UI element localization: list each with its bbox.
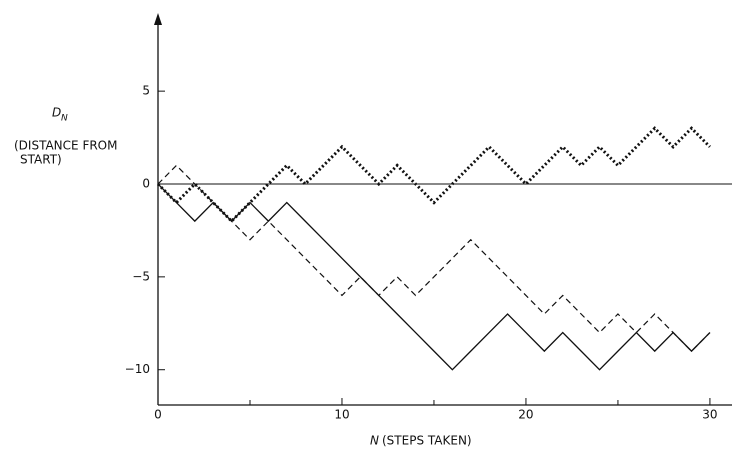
walk-line: [156, 126, 711, 224]
y-tick-label: −5: [132, 269, 150, 283]
y-tick-label: 5: [142, 84, 150, 98]
y-label: (DISTANCE FROM: [14, 139, 117, 153]
y-axis-arrow: [154, 13, 162, 25]
y-label: START): [20, 153, 62, 167]
y-tick-label: 0: [142, 177, 150, 191]
walk-line: [157, 164, 711, 352]
x-tick-label: 10: [334, 408, 349, 422]
y-label-subscript: N: [61, 114, 68, 124]
x-label-symbol: N: [370, 434, 379, 448]
x-tick-label: 20: [518, 408, 533, 422]
y-label-symbol: D: [52, 106, 61, 120]
x-label: (STEPS TAKEN): [382, 434, 472, 448]
walk-line: [157, 183, 711, 371]
x-tick-label: 30: [702, 408, 717, 422]
x-tick-label: 0: [154, 408, 162, 422]
y-tick-label: −10: [125, 362, 150, 376]
